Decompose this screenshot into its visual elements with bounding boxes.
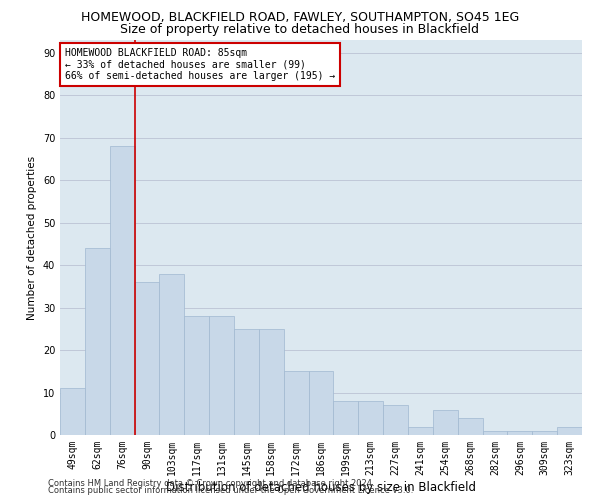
Bar xyxy=(284,372,308,435)
Bar xyxy=(134,282,160,435)
Bar xyxy=(358,401,383,435)
Bar xyxy=(482,431,508,435)
Bar xyxy=(557,426,582,435)
Bar xyxy=(259,329,284,435)
Bar xyxy=(184,316,209,435)
Bar xyxy=(532,431,557,435)
Bar xyxy=(334,401,358,435)
Bar xyxy=(508,431,532,435)
Bar xyxy=(110,146,134,435)
X-axis label: Distribution of detached houses by size in Blackfield: Distribution of detached houses by size … xyxy=(166,480,476,494)
Bar xyxy=(308,372,334,435)
Bar xyxy=(408,426,433,435)
Text: HOMEWOOD BLACKFIELD ROAD: 85sqm
← 33% of detached houses are smaller (99)
66% of: HOMEWOOD BLACKFIELD ROAD: 85sqm ← 33% of… xyxy=(65,48,335,81)
Bar xyxy=(383,406,408,435)
Y-axis label: Number of detached properties: Number of detached properties xyxy=(27,156,37,320)
Text: HOMEWOOD, BLACKFIELD ROAD, FAWLEY, SOUTHAMPTON, SO45 1EG: HOMEWOOD, BLACKFIELD ROAD, FAWLEY, SOUTH… xyxy=(81,12,519,24)
Bar xyxy=(433,410,458,435)
Text: Contains public sector information licensed under the Open Government Licence v3: Contains public sector information licen… xyxy=(48,486,413,495)
Bar xyxy=(60,388,85,435)
Bar xyxy=(85,248,110,435)
Bar xyxy=(458,418,482,435)
Bar xyxy=(209,316,234,435)
Bar xyxy=(234,329,259,435)
Text: Size of property relative to detached houses in Blackfield: Size of property relative to detached ho… xyxy=(121,22,479,36)
Bar xyxy=(160,274,184,435)
Text: Contains HM Land Registry data © Crown copyright and database right 2024.: Contains HM Land Registry data © Crown c… xyxy=(48,478,374,488)
